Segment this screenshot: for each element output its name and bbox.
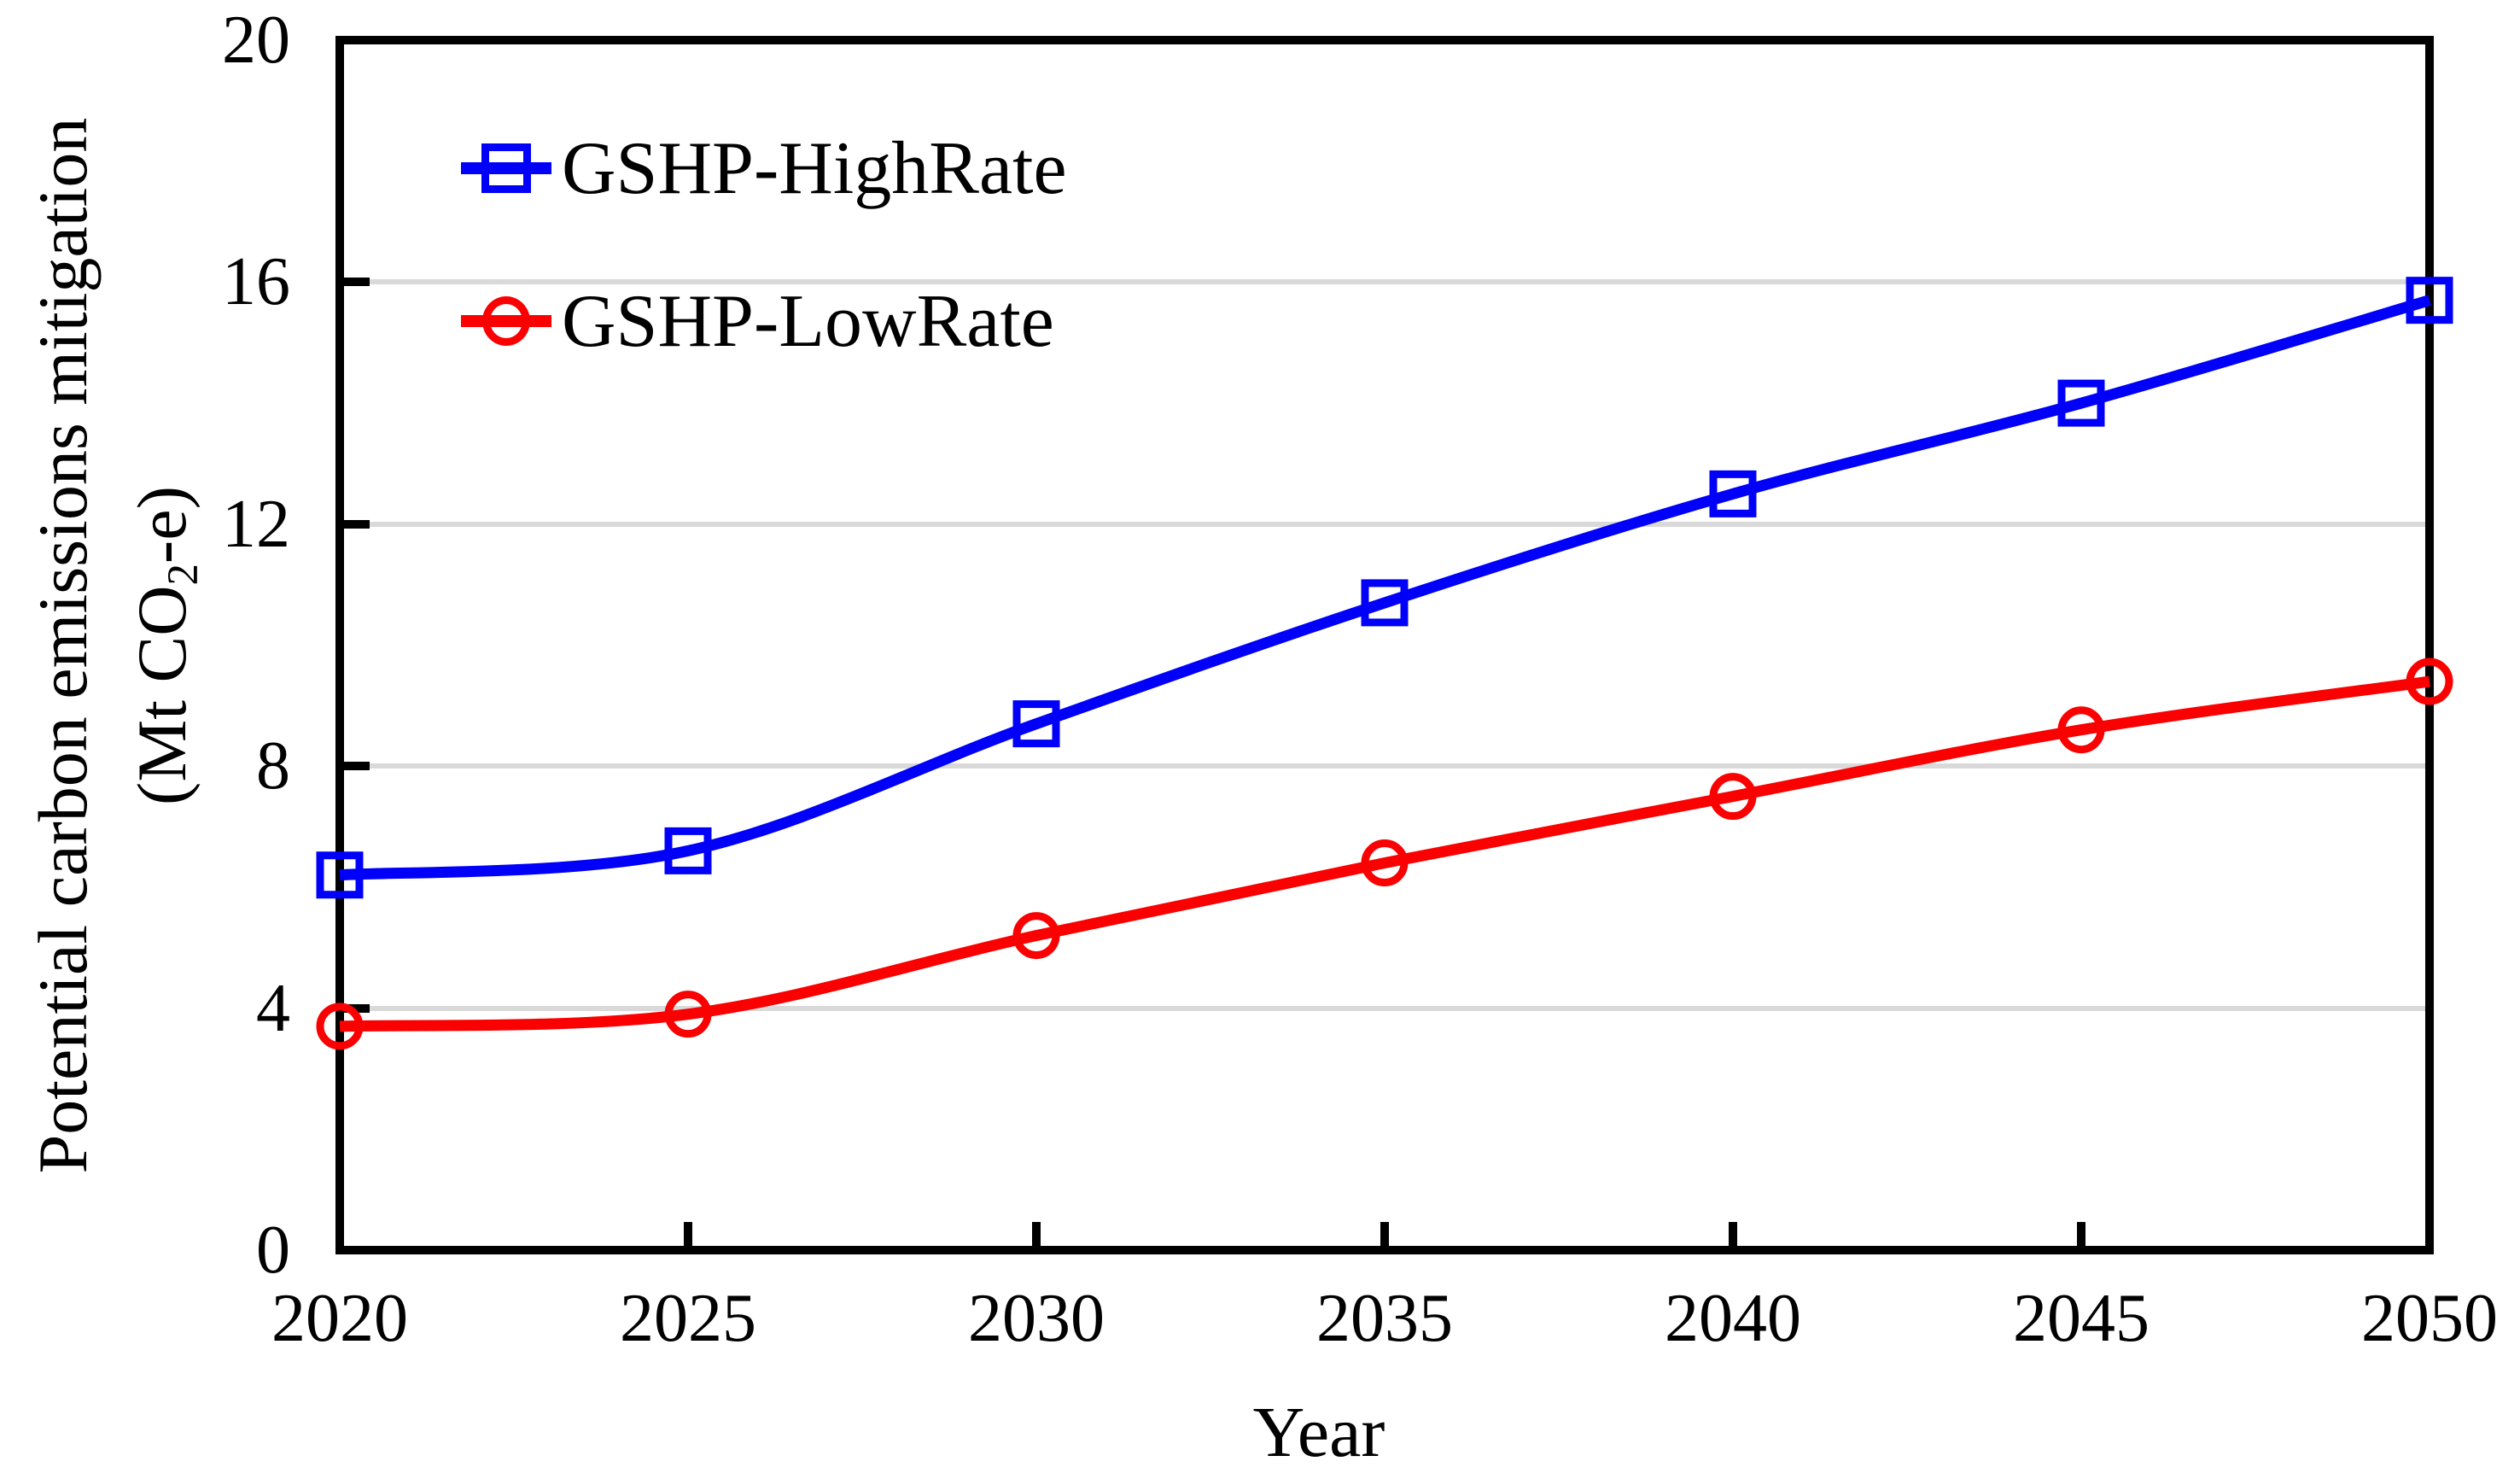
legend-item-highrate: GSHP-HighRate <box>461 117 1315 219</box>
square-marker-icon <box>2406 277 2453 324</box>
gridline <box>344 521 2425 527</box>
legend-item-lowrate: GSHP-LowRate <box>461 270 1315 372</box>
x-axis-title: Year <box>1252 1393 1385 1472</box>
x-tick-mark <box>684 1222 692 1246</box>
x-tick-mark <box>1729 1222 1737 1246</box>
circle-marker-icon <box>1361 839 1409 887</box>
circle-marker-icon <box>1012 912 1060 960</box>
y-tick-label: 4 <box>256 970 290 1046</box>
y-tick-mark <box>344 519 370 529</box>
circle-marker-icon <box>482 296 530 346</box>
x-tick-mark <box>1032 1222 1041 1246</box>
circle-marker-icon <box>316 1003 364 1050</box>
y-tick-mark <box>344 278 370 287</box>
square-marker-icon <box>1709 470 1757 517</box>
square-marker-icon <box>316 851 364 899</box>
plot-frame <box>335 36 2434 1254</box>
x-tick-label: 2040 <box>1665 1281 1801 1356</box>
square-marker-icon <box>2057 379 2105 427</box>
y-tick-mark <box>344 762 370 771</box>
y-tick-label: 8 <box>256 728 290 804</box>
series-line-gshp-highrate <box>339 295 2431 881</box>
square-marker-icon <box>1012 700 1060 748</box>
x-tick-label: 2035 <box>1316 1281 1453 1356</box>
gridline <box>344 763 2425 769</box>
circle-marker-icon <box>2057 706 2105 754</box>
x-tick-mark <box>1380 1222 1389 1246</box>
x-tick-label: 2050 <box>2361 1281 2498 1356</box>
x-tick-label: 2025 <box>620 1281 756 1356</box>
square-marker-icon <box>1361 579 1409 627</box>
y-tick-label: 0 <box>256 1213 290 1288</box>
square-marker-icon <box>664 827 712 874</box>
legend-label-highrate: GSHP-HighRate <box>562 127 1067 210</box>
y-tick-label: 12 <box>222 486 290 562</box>
legend-label-lowrate: GSHP-LowRate <box>562 280 1054 363</box>
y-tick-mark <box>344 1003 370 1013</box>
x-tick-mark <box>2077 1222 2085 1246</box>
x-tick-label: 2045 <box>2013 1281 2150 1356</box>
series-line-gshp-lowrate <box>339 675 2430 1032</box>
gridline <box>344 1005 2425 1011</box>
y-tick-label: 16 <box>222 244 290 320</box>
circle-marker-icon <box>664 991 712 1038</box>
y-tick-label: 20 <box>222 3 290 78</box>
gridline <box>344 279 2425 285</box>
circle-marker-icon <box>1709 773 1757 821</box>
square-marker-icon <box>481 143 531 193</box>
x-tick-label: 2020 <box>271 1281 408 1356</box>
circle-marker-icon <box>2406 658 2453 705</box>
x-tick-label: 2030 <box>968 1281 1105 1356</box>
